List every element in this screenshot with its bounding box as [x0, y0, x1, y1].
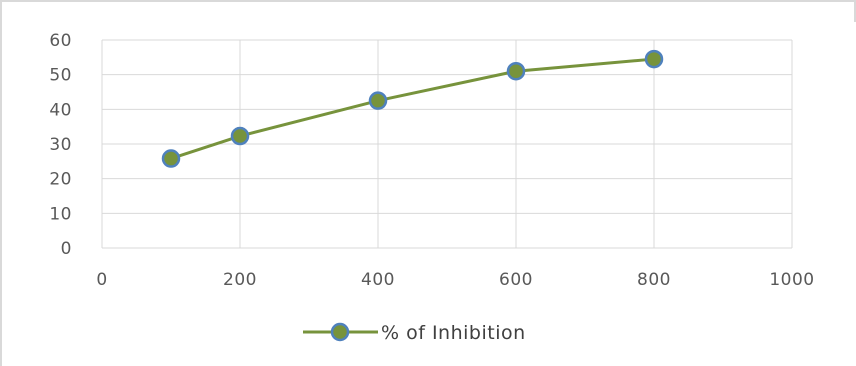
x-tick-label: 400 [361, 270, 395, 290]
data-point [644, 49, 664, 69]
gridlines [101, 39, 793, 249]
y-tick-label: 0 [61, 239, 72, 259]
data-point [161, 149, 181, 168]
legend-label: % of Inhibition [381, 322, 526, 344]
y-tick-label: 20 [49, 170, 72, 190]
y-tick-label: 60 [49, 31, 72, 51]
legend-marker-swatch [330, 322, 350, 342]
x-tick-label: 600 [499, 270, 533, 290]
y-tick-label: 30 [49, 135, 72, 155]
data-point [230, 126, 250, 146]
y-axis-ticks: 0 10 20 30 40 50 60 [49, 31, 72, 259]
x-tick-label: 0 [96, 270, 107, 290]
y-tick-label: 50 [49, 66, 72, 86]
legend: % of Inhibition [303, 322, 526, 344]
y-tick-label: 40 [49, 100, 72, 120]
data-point [506, 61, 526, 81]
series-group [161, 49, 664, 168]
y-tick-label: 10 [49, 204, 72, 224]
data-point [368, 91, 388, 110]
x-axis-ticks: 0 200 400 600 800 1000 [96, 270, 814, 290]
x-tick-label: 200 [223, 270, 257, 290]
chart-frame-edge [854, 0, 856, 22]
x-tick-label: 800 [637, 270, 671, 290]
x-tick-label: 1000 [769, 270, 814, 290]
